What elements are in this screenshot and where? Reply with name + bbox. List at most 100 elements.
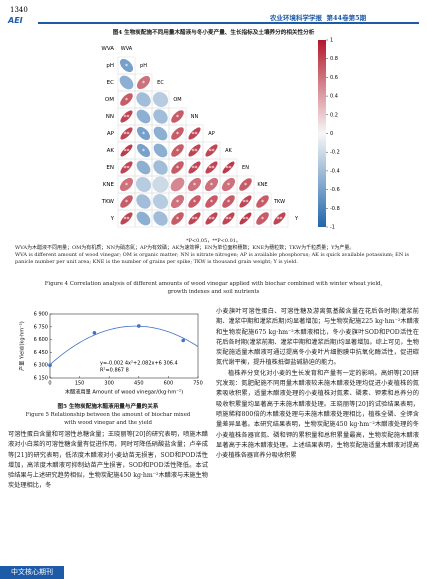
significance: * <box>142 131 145 138</box>
page-number: 1340 <box>10 6 28 14</box>
corr-ellipse <box>205 161 218 174</box>
x-tick-label: 600 <box>164 381 174 387</box>
corr-ellipse <box>188 127 201 140</box>
corr-ellipse <box>188 212 201 225</box>
significance: * <box>261 216 264 223</box>
corr-ellipse <box>239 178 252 191</box>
x-tick-label: 0 <box>48 381 51 387</box>
significance: ** <box>124 216 130 223</box>
point <box>92 330 97 335</box>
corr-ellipse <box>119 58 134 73</box>
significance: ** <box>192 165 198 172</box>
significance: * <box>125 63 128 70</box>
y-axis-label: 产量 Yield/(kg·hm⁻²) <box>19 321 26 370</box>
row-label: WVA <box>101 46 114 52</box>
corr-ellipse <box>136 211 151 226</box>
y-tick-label: 6 450 <box>34 350 48 356</box>
x-axis-label: 木醋液用量 Amount of wood vinegar/(kg·hm⁻²) <box>65 388 183 396</box>
corr-ellipse <box>136 109 151 124</box>
diagonal-label: KNE <box>257 182 267 188</box>
significance: * <box>142 148 145 155</box>
point <box>137 324 141 328</box>
row-label: KNE <box>103 182 115 188</box>
corr-ellipse <box>239 212 252 225</box>
row-label: AK <box>107 148 115 154</box>
logo: AEI <box>8 16 23 25</box>
colorbar-label: 1 <box>330 38 333 44</box>
significance: * <box>193 199 196 206</box>
significance: ** <box>243 216 249 223</box>
corr-ellipse <box>153 160 168 175</box>
colorbar-label: -0.2 <box>330 150 340 156</box>
corr-ellipse <box>171 161 184 174</box>
point <box>48 363 52 367</box>
fig4-caption-en: Figure 4 Correlation analysis of differe… <box>44 281 383 295</box>
row-label: OM <box>105 97 114 103</box>
paragraph: 植株养分变化对小麦的生长发育和产量有一定的影响。高妍等[20]研究发现：氮肥配施… <box>216 369 419 460</box>
x-tick-label: 150 <box>75 381 85 387</box>
significance: ** <box>124 131 130 138</box>
corr-ellipse <box>119 177 134 192</box>
corr-ellipse <box>171 127 184 140</box>
right-column: 小麦旗叶可溶性蛋白、可溶性糖及游离氨基酸含量在花后各时期(灌浆前期、灌浆中期和灌… <box>216 307 419 563</box>
significance: ** <box>192 148 198 155</box>
corr-ellipse <box>222 212 235 225</box>
corr-ellipse <box>171 144 184 157</box>
diagonal-label: TKW <box>273 199 285 205</box>
corr-ellipse <box>136 160 151 175</box>
significance: * <box>261 199 264 206</box>
diagonal-label: EN <box>242 165 249 171</box>
row-label: AP <box>107 131 115 137</box>
corr-ellipse <box>256 195 269 208</box>
significance: ** <box>243 199 249 206</box>
corr-ellipse <box>205 144 218 157</box>
corr-ellipse <box>119 75 134 90</box>
colorbar-label: 0 <box>330 131 333 137</box>
corr-ellipse <box>153 211 168 226</box>
corr-ellipse <box>222 195 235 208</box>
y-tick-label: 6 900 <box>34 312 48 318</box>
corr-ellipse <box>152 193 169 210</box>
colorbar-label: -1 <box>330 225 335 231</box>
colorbar-label: 0.8 <box>330 56 338 62</box>
corr-ellipse <box>170 177 185 192</box>
significance: ** <box>192 131 198 138</box>
y-tick-label: 6 300 <box>34 363 48 369</box>
corr-ellipse <box>120 195 133 208</box>
significance: ** <box>277 216 283 223</box>
corr-ellipse <box>273 212 286 225</box>
corr-ellipse <box>188 195 201 208</box>
x-tick-label: 750 <box>193 381 203 387</box>
fig5-caption-en: Figure 5 Relationship between the amount… <box>25 412 191 426</box>
note: *P<0.05，**P<0.01。 <box>186 238 241 244</box>
r-squared: R²=0.867 8 <box>100 368 129 374</box>
plot-frame <box>49 313 199 379</box>
corr-ellipse <box>170 194 185 209</box>
header-rule <box>38 22 419 24</box>
diagonal-label: AK <box>225 148 232 154</box>
left-column: 可溶性蛋白含量和可溶性总糖含量；王晓丽等[20]的研究表明，喷施木醋液对小白菜的… <box>8 430 208 562</box>
corr-ellipse <box>222 161 235 174</box>
colorbar-label: 0.4 <box>330 94 338 100</box>
corr-ellipse <box>187 177 202 192</box>
corr-ellipse <box>152 176 169 193</box>
corr-ellipse <box>256 212 269 225</box>
corr-ellipse <box>136 92 151 107</box>
corr-ellipse <box>120 212 133 225</box>
row-label: NN <box>106 114 114 120</box>
row-label: TKW <box>101 199 115 205</box>
diagonal-label: OM <box>173 97 181 103</box>
row-label: Y <box>110 216 115 222</box>
significance: ** <box>124 114 130 121</box>
corr-ellipse <box>120 161 133 174</box>
note: WVA为木醋液不同用量；OM为有机质；NN为硝态氮；AP为有效磷；AK为速效钾；… <box>15 245 355 251</box>
significance: * <box>125 97 128 104</box>
significance: * <box>176 114 179 121</box>
significance: * <box>125 199 128 206</box>
diagonal-label: NN <box>191 114 199 120</box>
journal: 农业环境科学学报 第44卷第5期 <box>270 12 366 22</box>
significance: * <box>176 131 179 138</box>
journal-name: 农业环境科学学报 <box>270 14 322 22</box>
